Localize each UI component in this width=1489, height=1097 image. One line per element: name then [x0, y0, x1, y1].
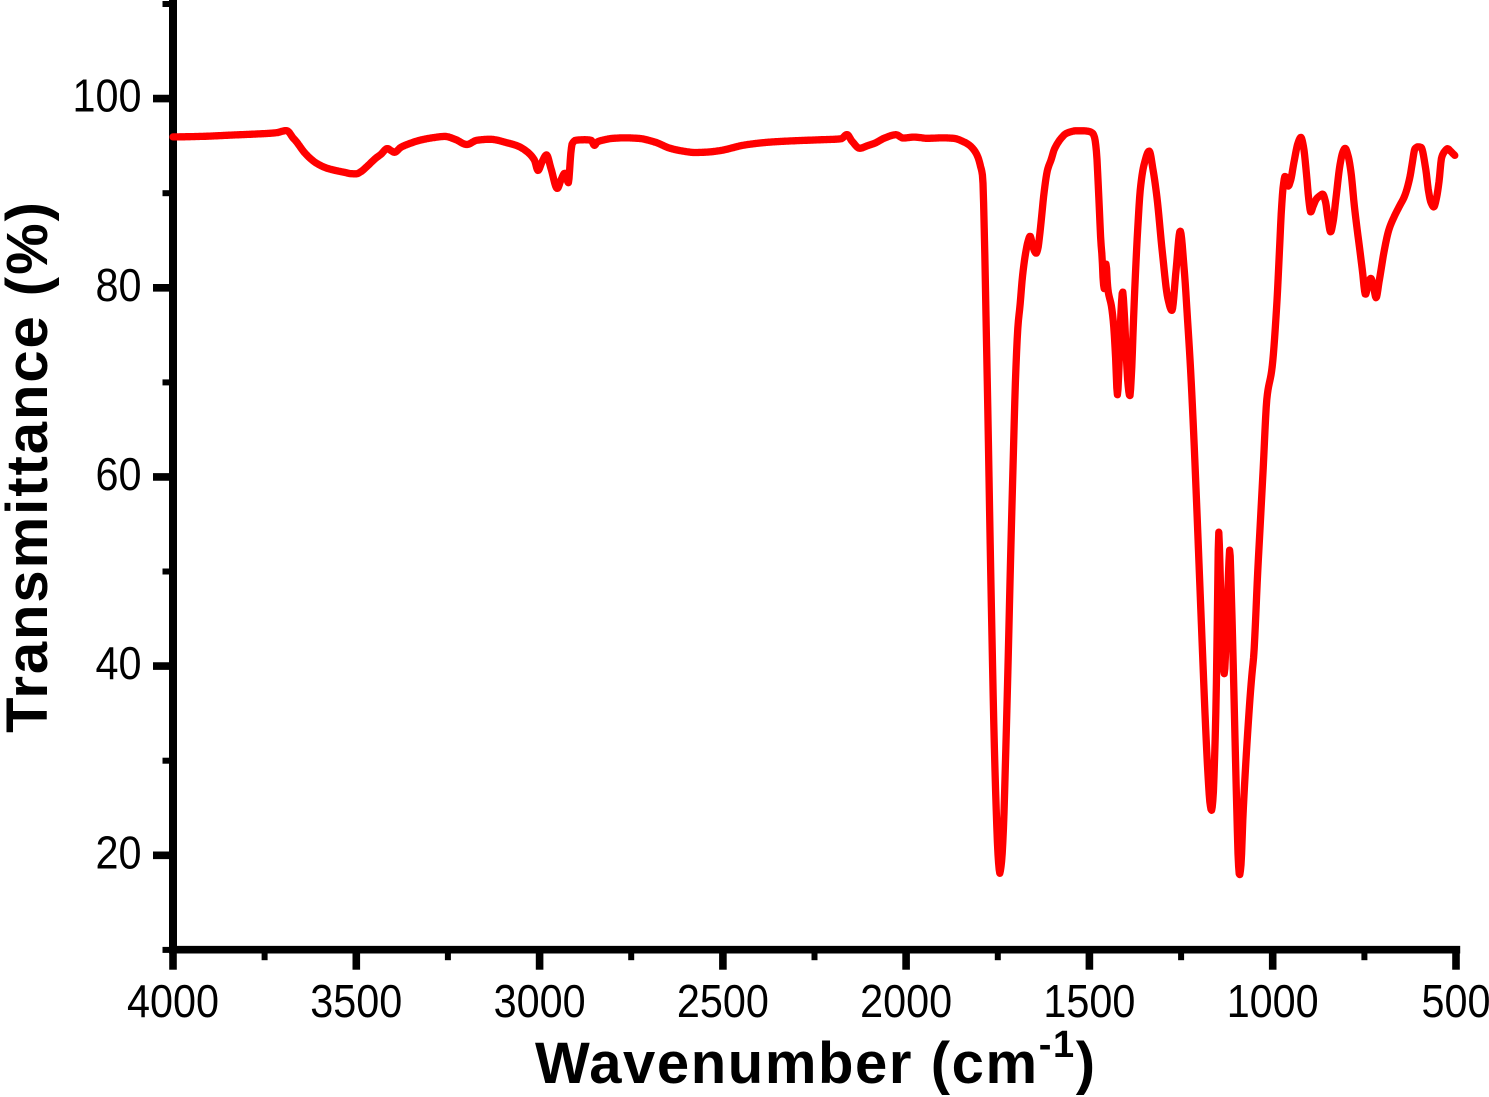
svg-text:500: 500 — [1422, 975, 1489, 1027]
svg-text:3000: 3000 — [494, 975, 586, 1027]
svg-text:100: 100 — [73, 70, 142, 122]
svg-text:Transmittance (%): Transmittance (%) — [0, 200, 60, 733]
svg-text:4000: 4000 — [127, 975, 219, 1027]
svg-text:1500: 1500 — [1043, 975, 1135, 1027]
svg-text:60: 60 — [96, 448, 142, 500]
svg-text:80: 80 — [96, 259, 142, 311]
svg-text:20: 20 — [96, 826, 142, 878]
svg-text:2000: 2000 — [860, 975, 952, 1027]
svg-text:Wavenumber (cm-1): Wavenumber (cm-1) — [535, 1024, 1097, 1096]
svg-text:40: 40 — [96, 637, 142, 689]
svg-text:3500: 3500 — [310, 975, 402, 1027]
svg-text:2500: 2500 — [677, 975, 769, 1027]
svg-text:1000: 1000 — [1227, 975, 1319, 1027]
